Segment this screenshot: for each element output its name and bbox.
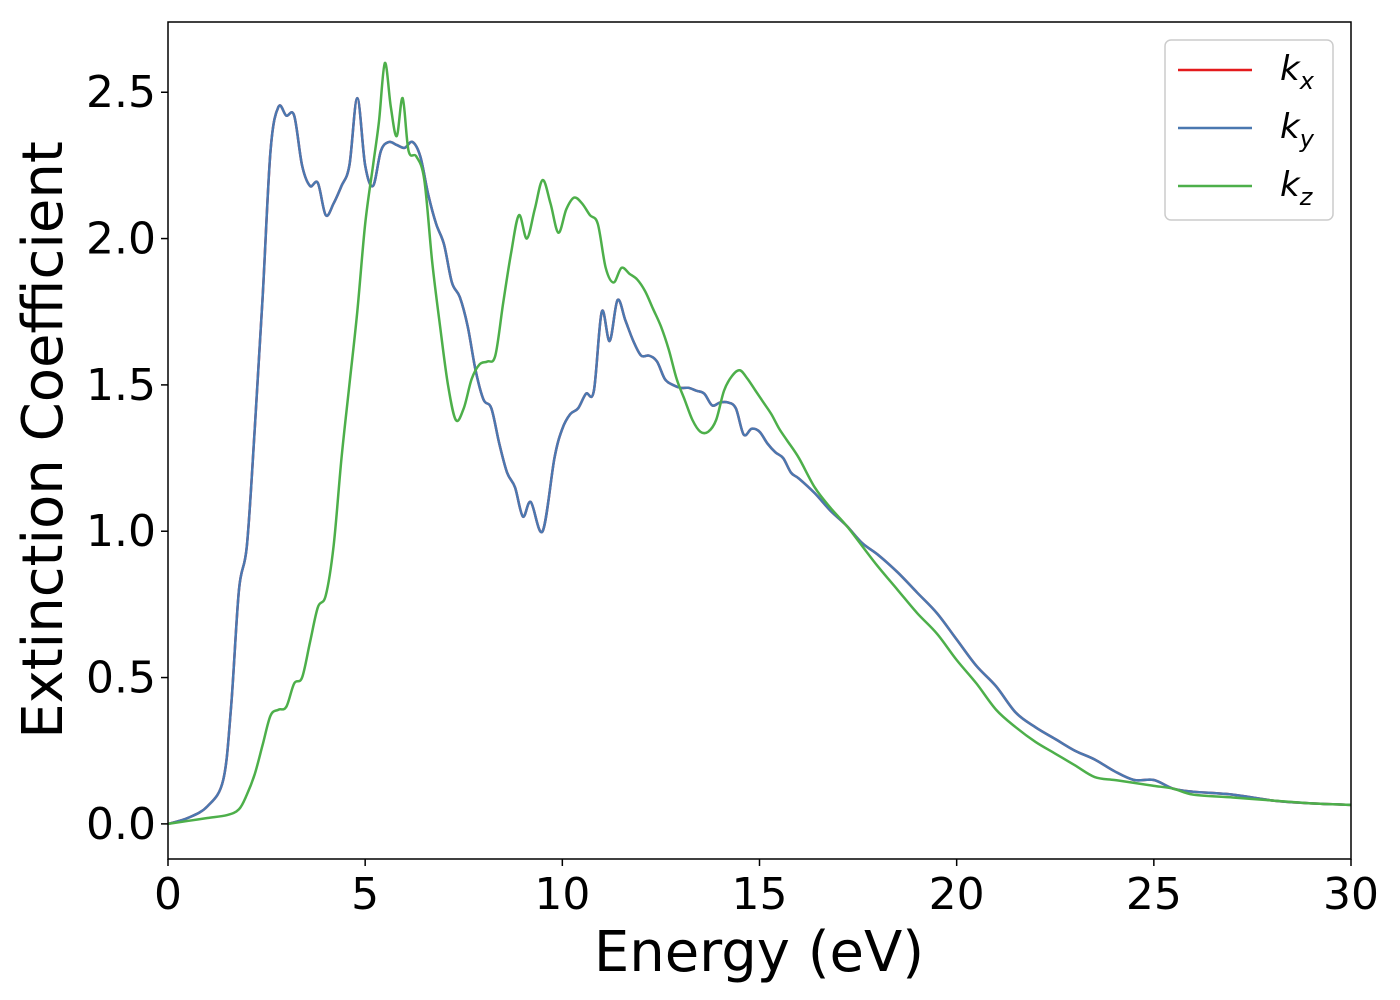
legend-entry-k-z: kz [1178, 165, 1314, 211]
y-tick-label: 1.5 [86, 360, 156, 411]
x-tick-label: 10 [534, 869, 590, 920]
x-tick-label: 15 [732, 869, 788, 920]
y-axis: 0.0 0.5 1.0 1.5 2.0 2.5 [86, 67, 168, 850]
x-axis-title: Energy (eV) [594, 920, 924, 985]
legend-label: ky [1280, 107, 1315, 153]
x-axis: 0 5 10 15 20 25 30 [154, 859, 1379, 920]
legend-label: kx [1280, 49, 1315, 95]
x-tick-label: 25 [1126, 869, 1182, 920]
x-tick-label: 0 [154, 869, 182, 920]
x-tick-label: 30 [1323, 869, 1379, 920]
x-tick-label: 5 [351, 869, 379, 920]
y-tick-label: 1.0 [86, 506, 156, 557]
legend-items: kx ky kz [1178, 49, 1315, 211]
series-layer [167, 61, 1352, 826]
y-tick-label: 0.5 [86, 653, 156, 704]
y-tick-label: 2.0 [86, 214, 156, 265]
legend-entry-k-x: kx [1178, 49, 1315, 95]
y-axis-title: Extinction Coefficient [11, 141, 76, 739]
legend-label: kz [1280, 165, 1314, 211]
y-tick-label: 2.5 [86, 67, 156, 118]
x-tick-label: 20 [929, 869, 985, 920]
legend: kx ky kz [1164, 39, 1334, 221]
series-line-k-z [167, 61, 1352, 826]
y-tick-label: 0.0 [86, 799, 156, 850]
legend-entry-k-y: ky [1178, 107, 1315, 153]
legend-box [1164, 39, 1334, 221]
series-line-k-y [167, 96, 1352, 826]
